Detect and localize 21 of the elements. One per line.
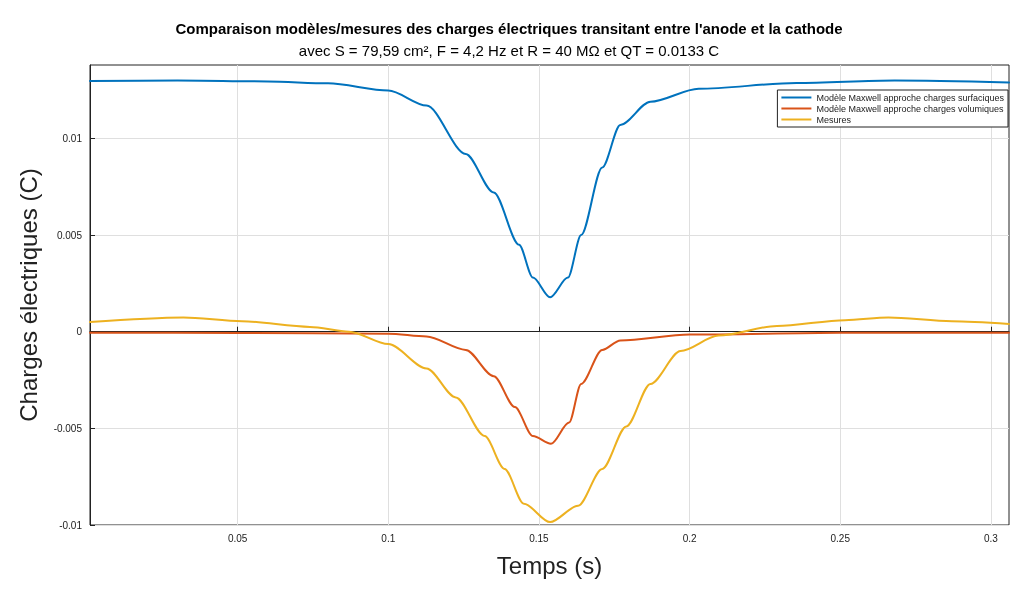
legend-label: Modèle Maxwell approche charges volumiques	[816, 103, 1004, 114]
x-tick-label: 0.15	[529, 532, 550, 544]
chart-subtitle: avec S = 79,59 cm², F = 4,2 Hz et R = 40 MΩ et QT = 0.0133 C	[298, 42, 720, 59]
x-tick-label: 0.05	[227, 532, 248, 544]
x-tick-label: 0.1	[381, 532, 396, 544]
y-tick-label: 0	[76, 326, 83, 338]
y-axis-title: Charges électriques (C)	[14, 168, 42, 422]
y-tick-label: 0.005	[56, 229, 83, 241]
line-series	[89, 331, 1010, 445]
chart-title: Comparaison modèles/mesures des charges électriques transitant entre l'anode et la cathode	[175, 20, 843, 37]
legend-label: Mesures	[816, 114, 852, 125]
y-tick-label: 0.01	[62, 132, 83, 144]
line-series	[89, 79, 1010, 299]
y-tick-label: -0.005	[53, 422, 83, 434]
y-tick-label: -0.01	[59, 519, 83, 531]
x-axis-title: Temps (s)	[496, 551, 603, 579]
x-tick-label: 0.25	[830, 532, 851, 544]
x-tick-label: 0.2	[682, 532, 697, 544]
line-series	[89, 316, 1010, 524]
x-tick-label: 0.3	[983, 532, 999, 544]
legend-label: Modèle Maxwell approche charges surfaciques	[816, 92, 1005, 103]
